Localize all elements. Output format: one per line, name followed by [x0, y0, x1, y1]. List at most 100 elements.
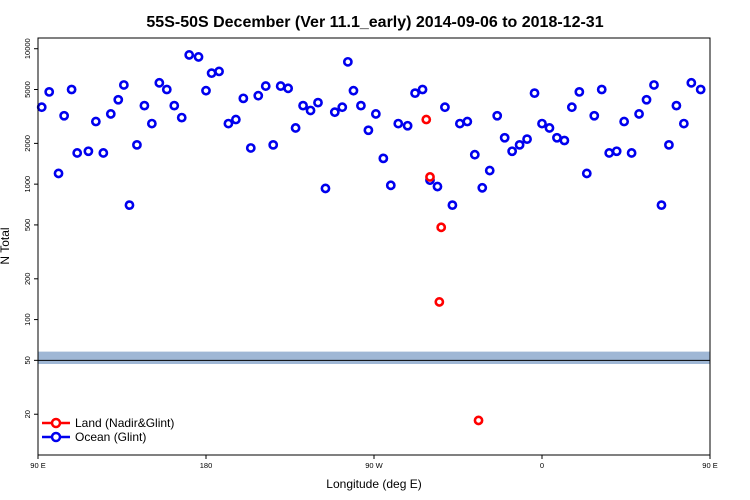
ocean-data-point [378, 153, 389, 164]
ocean-data-point [320, 183, 331, 194]
ocean-data-point [514, 139, 525, 150]
ocean-data-point [678, 118, 689, 129]
ocean-data-point [223, 118, 234, 129]
ocean-data-point [447, 200, 458, 211]
ocean-data-point [161, 84, 172, 95]
legend-marker-land [50, 417, 62, 429]
ocean-data-point [313, 97, 323, 108]
ocean-data-point [559, 135, 570, 146]
ocean-data-point [118, 80, 129, 90]
ocean-data-point [363, 125, 374, 136]
land-data-point [434, 297, 445, 307]
ocean-data-point [604, 148, 615, 158]
ocean-data-point [492, 110, 503, 121]
ocean-data-point [410, 88, 420, 99]
ocean-data-point [268, 139, 279, 150]
ocean-data-point [253, 90, 264, 101]
ocean-data-point [477, 182, 488, 193]
ocean-data-point [634, 109, 644, 119]
ocean-data-point [260, 81, 271, 91]
ocean-data-point [484, 165, 495, 176]
ocean-data-point [146, 118, 157, 129]
chart-title: 55S-50S December (Ver 11.1_early) 2014-0… [146, 14, 603, 31]
ocean-data-point [342, 56, 353, 67]
ocean-data-point [206, 68, 217, 79]
y-tick-label: 50 [23, 356, 32, 364]
highlight-band-layer [38, 351, 710, 364]
axes-layer: 90 E 180 90 W 0 90 E 20 50 100 200 500 1000 2000 500… [23, 38, 718, 470]
x-tick-label: 0 [540, 461, 544, 470]
ocean-data-point [537, 118, 547, 129]
ocean-data-point [283, 83, 294, 94]
ocean-data-point [529, 88, 540, 99]
land-data-point [473, 415, 484, 426]
y-tick-label: 100 [23, 313, 32, 326]
ocean-data-point [169, 100, 180, 111]
ocean-data-point [66, 84, 77, 95]
ocean-data-point [507, 146, 518, 157]
ocean-data-point [348, 85, 359, 96]
ocean-data-point [275, 81, 286, 91]
ocean-data-point [90, 116, 101, 127]
ocean-data-point [440, 102, 450, 113]
ocean-data-point [139, 100, 150, 111]
x-tick-label: 90 E [30, 461, 45, 470]
ocean-data-point [44, 86, 55, 97]
ocean-data-point [522, 134, 532, 145]
ocean-data-point [298, 100, 308, 111]
ocean-data-point [193, 52, 204, 62]
legend: Land (Nadir&Glint)Ocean (Glint) [42, 416, 174, 444]
ocean-data-point [290, 123, 301, 133]
ocean-data-point [59, 110, 70, 121]
ocean-data-point [214, 66, 224, 77]
ocean-data-point [649, 80, 659, 90]
ocean-data-point [566, 102, 577, 113]
x-tick-label: 90 E [702, 461, 717, 470]
y-tick-label: 2000 [23, 135, 32, 152]
ocean-data-point [201, 85, 211, 96]
ocean-data-point [544, 123, 555, 133]
ocean-data-point [385, 180, 396, 191]
ocean-data-point [596, 84, 607, 95]
ocean-data-point [656, 200, 667, 211]
ocean-data-point [132, 139, 142, 150]
y-axis-label: N Total [0, 227, 12, 264]
ocean-data-point [105, 109, 116, 119]
land-data-point [421, 114, 432, 125]
ocean-data-point [329, 107, 340, 118]
ocean-data-point [154, 77, 165, 88]
ocean-data-point [589, 110, 600, 121]
ocean-data-point [432, 181, 443, 192]
ocean-data-point [184, 50, 195, 60]
ocean-data-point [356, 100, 366, 111]
ocean-data-point [417, 84, 428, 95]
y-tick-label: 10000 [23, 38, 32, 59]
legend-label-land: Land (Nadir&Glint) [75, 416, 174, 430]
ocean-data-point [671, 100, 682, 111]
ocean-data-point [581, 168, 592, 179]
ocean-data-point [72, 148, 83, 158]
x-tick-label: 180 [200, 461, 213, 470]
data-points-layer [36, 50, 706, 426]
highlight-band [38, 351, 710, 364]
ocean-data-point [230, 114, 241, 125]
ocean-data-point [124, 200, 135, 211]
land-data-point [436, 222, 447, 233]
ocean-data-point [370, 109, 381, 119]
ocean-data-point [337, 102, 348, 113]
ocean-data-point [695, 84, 706, 95]
y-tick-label: 200 [23, 273, 32, 286]
ocean-data-point [552, 132, 562, 143]
ocean-data-point [619, 116, 630, 127]
plot-frame [37, 37, 711, 456]
ocean-data-point [626, 148, 637, 158]
ocean-data-point [469, 149, 480, 160]
y-tick-label: 5000 [23, 81, 32, 98]
ocean-data-point [36, 102, 47, 113]
ocean-data-point [664, 139, 674, 150]
ocean-data-point [393, 118, 404, 129]
x-tick-label: 90 W [365, 461, 383, 470]
ocean-data-point [98, 148, 109, 158]
ocean-data-point [176, 112, 187, 123]
